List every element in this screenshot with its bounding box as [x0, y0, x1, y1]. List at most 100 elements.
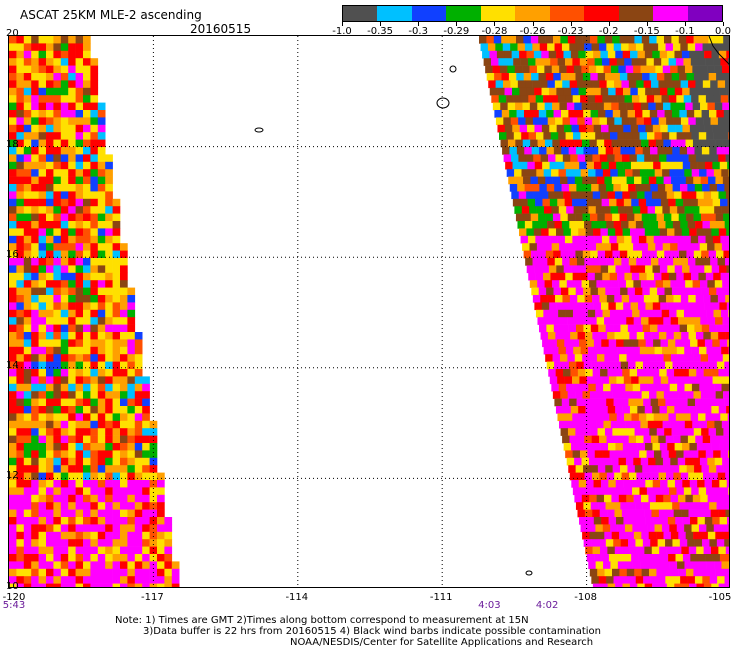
wind-cell — [557, 58, 566, 66]
wind-cell — [134, 361, 143, 370]
wind-cell — [629, 369, 638, 377]
wind-cell — [591, 398, 600, 407]
wind-cell — [548, 191, 557, 200]
wind-cell — [625, 206, 634, 214]
wind-cell — [581, 65, 590, 74]
wind-cell — [9, 539, 17, 547]
wind-cell — [685, 457, 693, 466]
wind-cell — [23, 258, 32, 266]
wind-cell — [105, 243, 113, 251]
wind-cell — [702, 43, 711, 52]
wind-cell — [711, 191, 719, 200]
wind-cell — [112, 457, 121, 466]
wind-cell — [142, 413, 150, 422]
wind-cell — [16, 531, 25, 540]
wind-cell — [613, 184, 622, 192]
wind-cell — [501, 73, 510, 81]
wind-cell — [127, 420, 136, 429]
wind-cell — [659, 87, 668, 96]
wind-cell — [157, 472, 165, 481]
wind-cell — [23, 531, 32, 540]
map-canvas — [9, 36, 729, 587]
wind-cell — [719, 302, 728, 311]
wind-cell — [625, 420, 634, 429]
wind-cell — [31, 413, 39, 422]
wind-cell — [68, 428, 76, 436]
wind-cell — [705, 235, 714, 244]
wind-cell — [632, 309, 640, 318]
wind-cell — [584, 472, 593, 481]
wind-cell — [675, 198, 684, 207]
wind-cell — [535, 58, 544, 66]
wind-cell — [90, 250, 99, 259]
wind-cell — [638, 235, 647, 244]
wind-cell — [53, 576, 62, 584]
wind-cell — [31, 50, 39, 59]
wind-cell — [695, 295, 704, 303]
wind-cell — [142, 398, 150, 407]
wind-cell — [636, 546, 645, 555]
wind-cell — [68, 406, 76, 414]
wind-cell — [112, 524, 121, 533]
map-title: ASCAT 25KM MLE-2 ascending — [20, 8, 202, 22]
latitude-label: 18 — [6, 138, 19, 150]
wind-cell — [618, 65, 627, 74]
wind-cell — [625, 169, 633, 177]
wind-cell — [75, 58, 84, 66]
wind-cell — [632, 487, 640, 496]
wind-cell — [559, 65, 567, 74]
wind-cell — [46, 420, 54, 429]
wind-cell — [706, 169, 715, 177]
wind-cell — [673, 80, 681, 89]
wind-cell — [38, 154, 47, 163]
wind-cell — [620, 184, 629, 192]
wind-cell — [38, 480, 47, 488]
wind-cell — [653, 554, 662, 562]
wind-cell — [97, 169, 106, 177]
wind-cell — [533, 228, 542, 237]
wind-cell — [665, 258, 674, 266]
wind-cell — [83, 413, 91, 422]
wind-cell — [575, 287, 584, 296]
wind-cell — [60, 546, 69, 555]
wind-cell — [728, 487, 729, 496]
wind-cell — [653, 235, 662, 244]
wind-cell — [23, 50, 32, 59]
wind-cell — [90, 124, 99, 133]
wind-cell — [656, 213, 665, 222]
wind-cell — [75, 428, 84, 436]
wind-cell — [726, 406, 729, 414]
wind-cell — [551, 169, 559, 177]
wind-cell — [705, 95, 714, 103]
wind-cell — [105, 450, 113, 459]
wind-cell — [23, 43, 32, 52]
wind-cell — [46, 465, 54, 473]
wind-cell — [686, 250, 695, 259]
wind-cell — [665, 398, 674, 407]
wind-cell — [706, 561, 715, 570]
wind-cell — [68, 73, 76, 81]
wind-cell — [75, 228, 84, 237]
wind-cell — [23, 110, 32, 118]
wind-cell — [720, 309, 729, 318]
wind-cell — [658, 332, 667, 340]
wind-cell — [90, 339, 99, 348]
wind-cell — [23, 494, 32, 503]
wind-cell — [31, 472, 39, 481]
wind-cell — [16, 369, 25, 377]
wind-cell — [83, 487, 91, 496]
wind-cell — [60, 524, 69, 533]
wind-cell — [60, 169, 69, 177]
wind-cell — [687, 43, 696, 52]
wind-cell — [595, 561, 604, 570]
wind-cell — [46, 369, 54, 377]
wind-cell — [620, 576, 629, 584]
wind-cell — [105, 265, 113, 274]
wind-cell — [654, 95, 662, 103]
wind-cell — [90, 346, 99, 355]
wind-cell — [60, 361, 69, 370]
wind-cell — [667, 339, 676, 348]
wind-cell — [583, 539, 592, 547]
wind-cell — [120, 531, 128, 540]
wind-cell — [142, 391, 150, 399]
